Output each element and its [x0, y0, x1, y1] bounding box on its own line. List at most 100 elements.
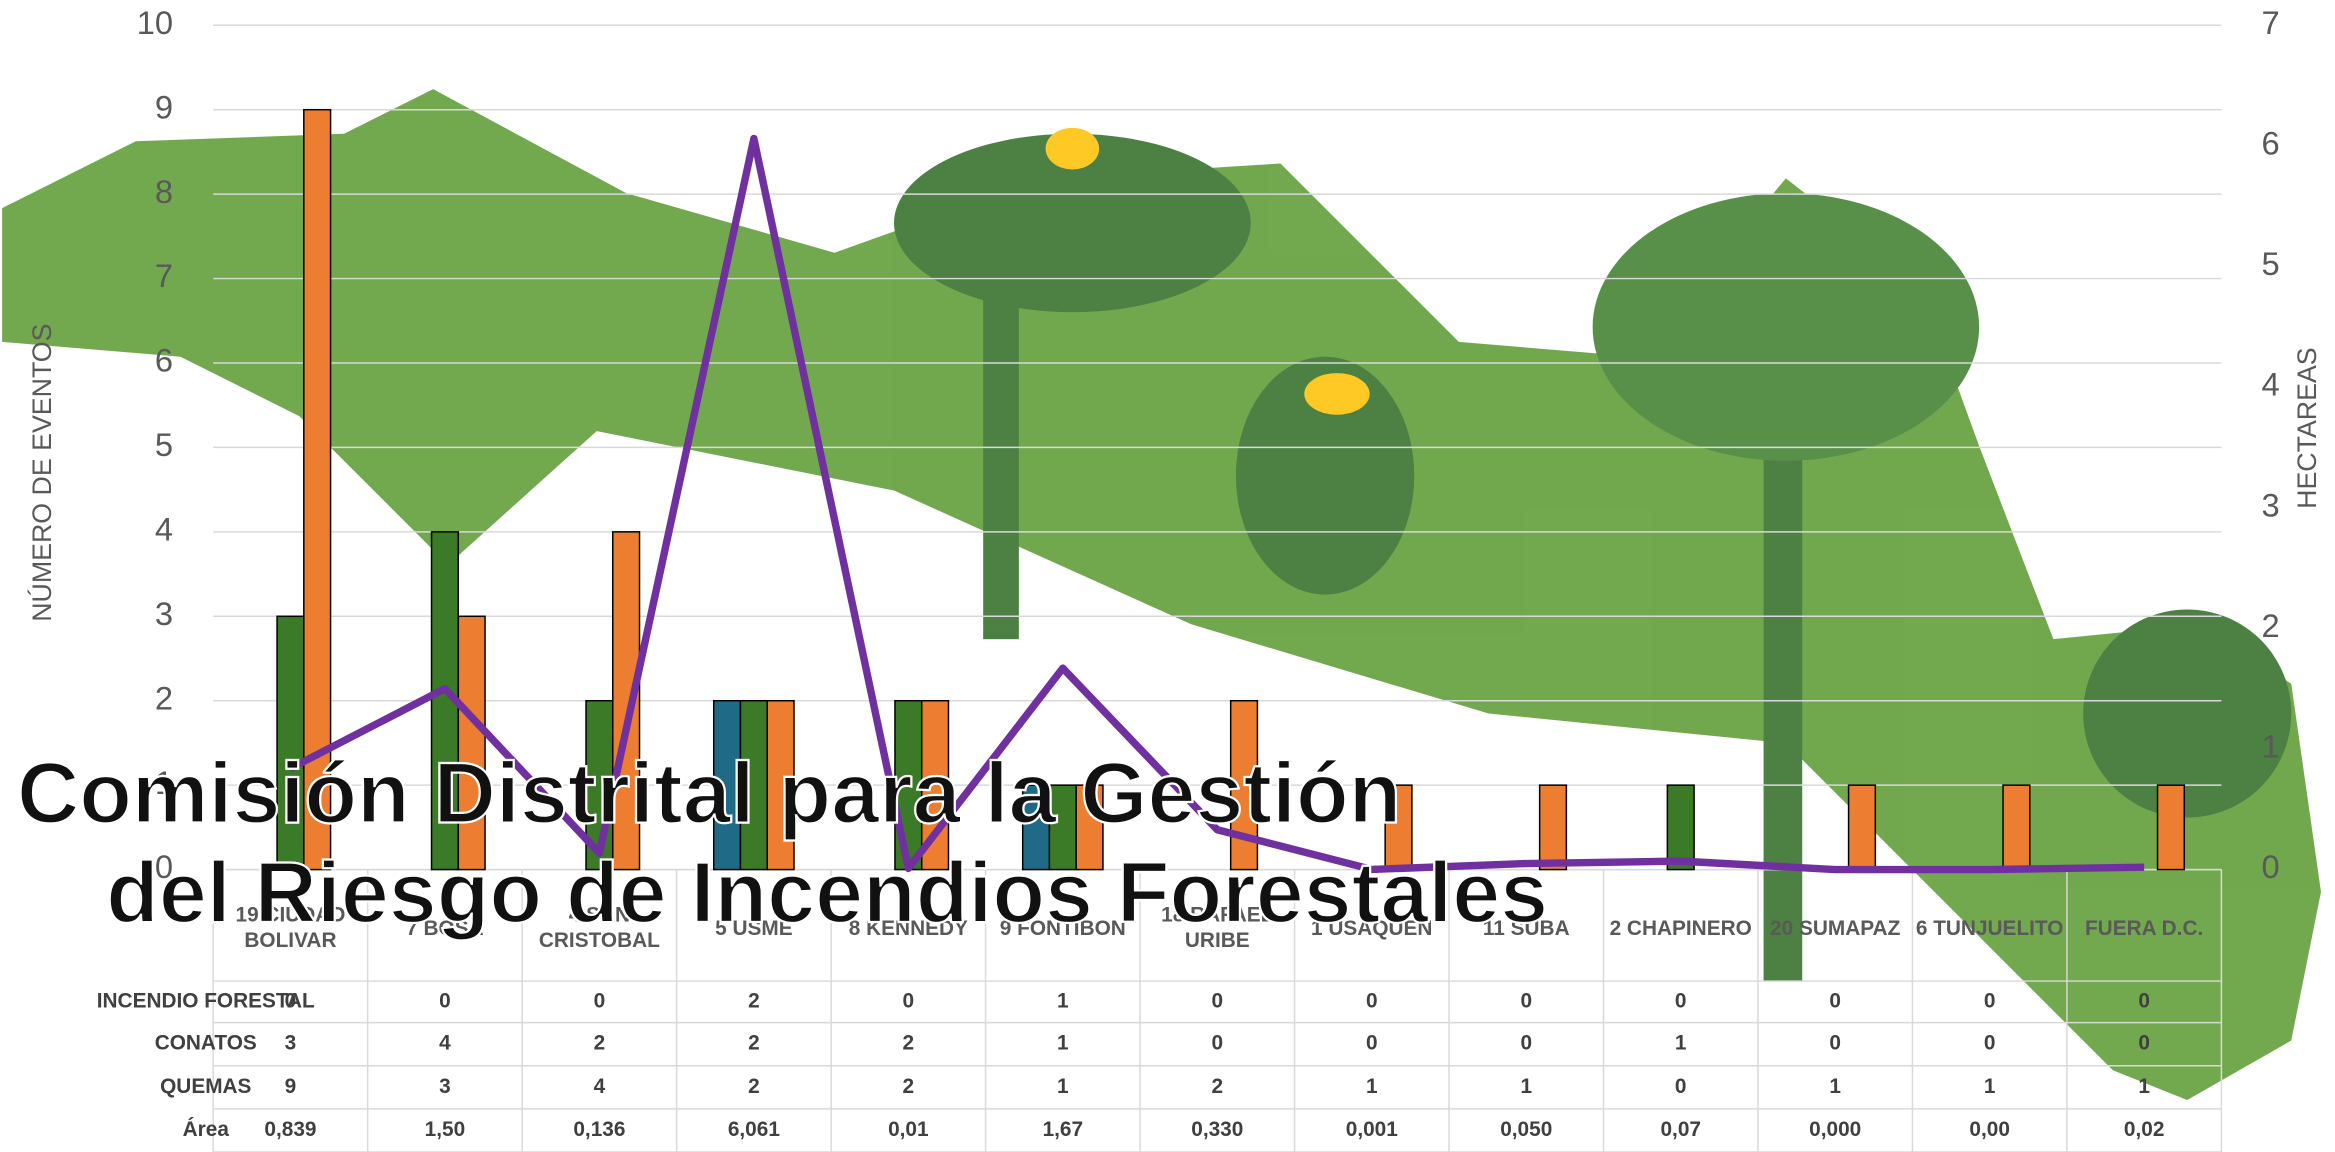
table-value: 0 — [2138, 989, 2150, 1012]
table-value: 1,50 — [425, 1118, 465, 1141]
y-tick-label: 7 — [155, 257, 173, 294]
bar — [457, 615, 486, 871]
table-value: 0 — [1829, 989, 1841, 1012]
table-value: 0,001 — [1346, 1118, 1398, 1141]
table-value: 2 — [748, 1075, 760, 1098]
x-tick-label: 9 FONTIBON — [999, 914, 1126, 939]
category-cell: 18 RAFAEL URIBE — [1161, 902, 1274, 952]
table-value: 0 — [1366, 989, 1378, 1012]
line — [288, 134, 2145, 874]
x-tick-label: 18 RAFAEL URIBE — [1161, 902, 1274, 952]
table-value: 0 — [439, 989, 451, 1012]
table-value: 1 — [1057, 1032, 1069, 1055]
table-value: 6,061 — [728, 1118, 780, 1141]
table-value: 0 — [1675, 989, 1687, 1012]
y2-tick-label: 7 — [2262, 4, 2280, 41]
category-cell: 5 USME — [715, 914, 793, 939]
bar — [1666, 784, 1695, 871]
y2-axis-label: HECTAREAS — [2292, 347, 2322, 509]
table-value: 0 — [2138, 1032, 2150, 1055]
bar — [1538, 784, 1568, 871]
table-value: 2 — [748, 1032, 760, 1055]
bar — [1075, 784, 1104, 871]
x-tick-label: 1 USAQUEN — [1311, 914, 1433, 939]
bar — [2002, 784, 2031, 871]
category-cell: 1 USAQUEN — [1311, 914, 1433, 939]
bar — [1048, 784, 1077, 871]
table-value: 0 — [1212, 989, 1224, 1012]
table-value: 0,07 — [1660, 1118, 1700, 1141]
y-tick-label: 6 — [155, 342, 173, 379]
table-value: 2 — [1212, 1075, 1224, 1098]
table-value: 1,67 — [1043, 1118, 1083, 1141]
table-value: 0,02 — [2124, 1118, 2164, 1141]
table-row-label: INCENDIO FORESTAL — [97, 989, 315, 1012]
table-value: 2 — [903, 1075, 915, 1098]
table-value: 0 — [1212, 1032, 1224, 1055]
bar — [1847, 784, 1877, 871]
category-cell: 19 CIUDAD BOLIVAR — [235, 902, 346, 952]
bar — [1021, 784, 1051, 871]
y2-tick-label: 0 — [2262, 848, 2280, 885]
x-tick-label: 6 TUNJUELITO — [1915, 914, 2064, 939]
y-tick-label: 2 — [155, 679, 173, 716]
table-value: 0 — [1520, 989, 1532, 1012]
table-value: 0 — [1675, 1075, 1687, 1098]
table-value: 1 — [2138, 1075, 2150, 1098]
table-value: 0,330 — [1191, 1118, 1243, 1141]
table-value: 0 — [903, 989, 915, 1012]
x-tick-label: 7 BOSA — [406, 914, 484, 939]
x-tick-label: 8 KENNEDY — [848, 914, 968, 939]
y2-tick-label: 3 — [2262, 486, 2280, 523]
category-cell: 11 SUBA — [1482, 914, 1570, 939]
bar — [303, 108, 332, 871]
x-tick-label: 19 CIUDAD BOLIVAR — [235, 902, 346, 952]
x-tick-label: 2 CHAPINERO — [1609, 914, 1752, 939]
bar — [2156, 784, 2186, 871]
y2-tick-label: 5 — [2262, 245, 2280, 282]
y2-tick-label: 2 — [2262, 607, 2280, 644]
y-tick-label: 3 — [155, 595, 173, 632]
table-value: 0 — [1984, 1032, 1996, 1055]
category-cell: FUERA D.C. — [2085, 915, 2203, 939]
table-value: 0 — [1829, 1032, 1841, 1055]
y2-tick-label: 4 — [2262, 366, 2280, 403]
y2-tick-label: 1 — [2262, 728, 2280, 765]
category-cell: 6 TUNJUELITO — [1915, 914, 2064, 939]
background-illustration — [2, 89, 2321, 1100]
table-value: 0 — [594, 989, 606, 1012]
table-value: 0 — [1520, 1032, 1532, 1055]
category-cell: 2 CHAPINERO — [1609, 914, 1752, 939]
category-cell: 9 FONTIBON — [999, 914, 1126, 939]
overlay-title: del Riesgo de Incendios Forestales — [106, 845, 1548, 941]
table-value: 4 — [594, 1075, 606, 1098]
table-row-label: Área — [183, 1118, 230, 1141]
table-value: 0 — [285, 989, 297, 1012]
bar — [276, 615, 305, 871]
bar — [766, 699, 795, 871]
x-tick-label: 5 USME — [715, 914, 793, 939]
table-value: 0 — [1366, 1032, 1378, 1055]
x-tick-label: 11 SUBA — [1482, 914, 1570, 939]
bar — [1384, 784, 1413, 871]
table-value: 1 — [1675, 1032, 1687, 1055]
y-tick-label: 9 — [155, 88, 173, 125]
table-value: 0,136 — [573, 1118, 625, 1141]
category-cell: 20 SUMAPAZ — [1770, 915, 1900, 939]
table-value: 2 — [594, 1032, 606, 1055]
table-value: 0,01 — [888, 1118, 928, 1141]
table-value: 0,839 — [264, 1118, 316, 1141]
table-value: 1 — [1057, 989, 1069, 1012]
table-value: 1 — [1057, 1075, 1069, 1098]
table-value: 4 — [439, 1032, 451, 1055]
table-value: 1 — [1366, 1075, 1378, 1098]
table-value: 0 — [1984, 989, 1996, 1012]
table-value: 2 — [748, 989, 760, 1012]
y-tick-label: 5 — [155, 426, 173, 463]
y-tick-label: 0 — [155, 848, 173, 885]
y2-tick-label: 6 — [2262, 125, 2280, 162]
bar — [712, 699, 742, 871]
overlay-title: Comisión Distrital para la Gestión — [17, 745, 1401, 841]
category-cell: 7 BOSA — [406, 914, 484, 939]
